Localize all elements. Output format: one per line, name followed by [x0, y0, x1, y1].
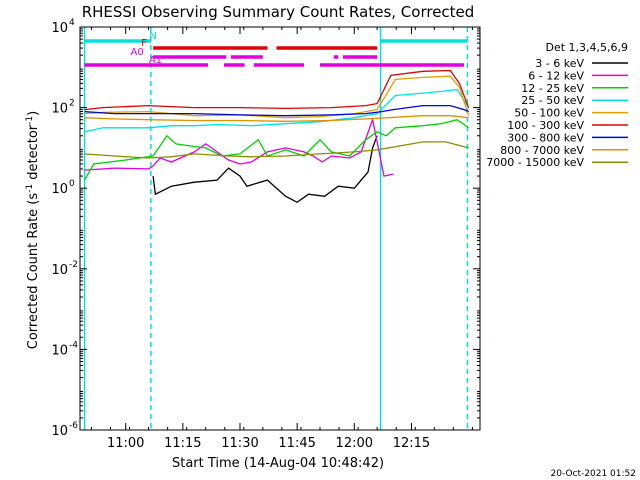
- legend-label-2: 6 - 12 keV: [528, 69, 584, 82]
- y-tick-label-2: 10: [51, 102, 68, 117]
- flag-label-n: N: [149, 31, 156, 42]
- series-line-4: [84, 88, 470, 133]
- x-tick-label-4: 11:45: [278, 436, 315, 451]
- series-line-6: [84, 69, 470, 111]
- series-line-3: [84, 118, 469, 181]
- x-tick-label-6: 12:15: [393, 436, 430, 451]
- x-tick-label-5: 12:00: [336, 436, 373, 451]
- series-line-5: [84, 75, 470, 119]
- legend-label-9: 7000 - 15000 keV: [486, 156, 584, 169]
- y-tick-exponent-3: 0: [69, 179, 75, 189]
- y-axis-label-part-3: detector: [26, 124, 41, 184]
- y-axis-label: Corrected Count Rate (s-1 detector-1): [25, 111, 41, 349]
- plot-frame: [79, 26, 481, 431]
- y-tick-label-6: 10: [51, 424, 68, 439]
- x-tick-label-1: 11:00: [107, 436, 144, 451]
- y-axis-label-part-1: Corrected Count Rate (s: [26, 193, 41, 350]
- series-line-8: [84, 115, 469, 122]
- series-line-7: [84, 104, 469, 117]
- y-axis-label-part-2: -1: [25, 184, 35, 193]
- series-layer: [84, 69, 470, 204]
- y-tick-exponent-1: 4: [69, 18, 75, 28]
- flag-label-a1: A1: [149, 55, 162, 66]
- y-tick-exponent-6: -6: [69, 421, 78, 431]
- y-tick-label-5: 10: [51, 343, 68, 358]
- y-tick-label-4: 10: [51, 263, 68, 278]
- series-line-1: [152, 135, 378, 204]
- y-axis-label-part-4: -1: [25, 116, 35, 125]
- legend-label-8: 800 - 7000 keV: [500, 144, 584, 157]
- series-line-9: [84, 141, 469, 159]
- timestamp: 20-Oct-2021 01:52: [551, 469, 636, 479]
- legend-label-4: 25 - 50 keV: [521, 94, 584, 107]
- flag-label-a0: A0: [131, 47, 144, 58]
- y-tick-exponent-2: 2: [69, 99, 75, 109]
- chart-title: RHESSI Observing Summary Count Rates, Co…: [82, 3, 475, 21]
- legend-label-7: 300 - 800 keV: [507, 131, 584, 144]
- legend-label-1: 3 - 6 keV: [535, 57, 584, 70]
- x-tick-label-3: 11:30: [221, 436, 258, 451]
- y-tick-exponent-4: -2: [69, 260, 78, 270]
- y-tick-label-1: 10: [51, 21, 68, 36]
- y-axis-label-part-5: ): [26, 111, 41, 116]
- flag-label-f: F: [141, 38, 147, 49]
- y-tick-label-3: 10: [51, 182, 68, 197]
- legend-label-6: 100 - 300 keV: [507, 119, 584, 132]
- legend-label-3: 12 - 25 keV: [521, 82, 584, 95]
- y-tick-exponent-5: -4: [69, 340, 78, 350]
- legend-title: Det 1,3,4,5,6,9: [545, 41, 628, 54]
- x-axis-label: Start Time (14-Aug-04 10:48:42): [172, 456, 384, 471]
- x-tick-label-2: 11:15: [164, 436, 201, 451]
- series-line-2: [84, 117, 394, 177]
- legend-label-5: 50 - 100 keV: [514, 107, 584, 120]
